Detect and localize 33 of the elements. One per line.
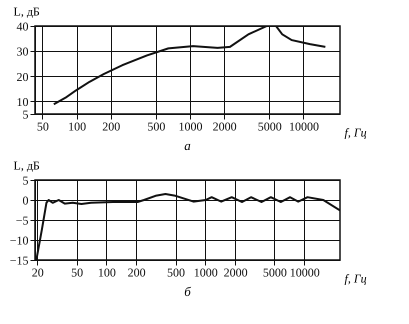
y-tick-label: 0: [22, 194, 28, 208]
y-tick-label: 30: [16, 44, 28, 59]
x-tick-label: 50: [71, 266, 84, 280]
x-axis-title: f, Гц: [344, 272, 367, 286]
x-tick-label: 10000: [290, 266, 320, 280]
y-axis-title: L, дБ: [14, 4, 40, 18]
x-tick-label: 200: [128, 266, 146, 280]
x-tick-label: 1000: [178, 120, 203, 134]
text: а: [184, 138, 192, 153]
y-tick-label: −10: [10, 234, 28, 248]
x-tick-label: 200: [102, 120, 120, 134]
y-tick-label: −15: [10, 254, 28, 268]
x-tick-label: 20: [32, 266, 44, 280]
x-tick-label: 2000: [212, 120, 237, 134]
x-axis-title: f, Гц: [344, 126, 367, 140]
x-tick-label: 2000: [224, 266, 248, 280]
x-tick-label: 500: [147, 120, 166, 134]
x-tick-label: 10000: [288, 120, 319, 134]
x-tick-label: 5000: [262, 266, 287, 280]
text: б: [184, 284, 192, 299]
x-tick-label: 100: [98, 266, 116, 280]
y-tick-label: −5: [16, 214, 28, 228]
x-tick-label: 5000: [258, 120, 282, 134]
y-tick-label: 5: [22, 108, 28, 122]
x-tick-label: 500: [167, 266, 186, 280]
y-axis-title: L, дБ: [14, 158, 40, 172]
x-tick-label: 50: [36, 120, 49, 134]
x-tick-label: 100: [68, 120, 86, 134]
y-tick-label: 20: [16, 70, 28, 84]
y-tick-label: 5: [22, 174, 28, 188]
y-tick-label: 10: [16, 94, 28, 109]
x-tick-label: 1000: [194, 266, 218, 280]
y-tick-label: 40: [16, 20, 28, 34]
